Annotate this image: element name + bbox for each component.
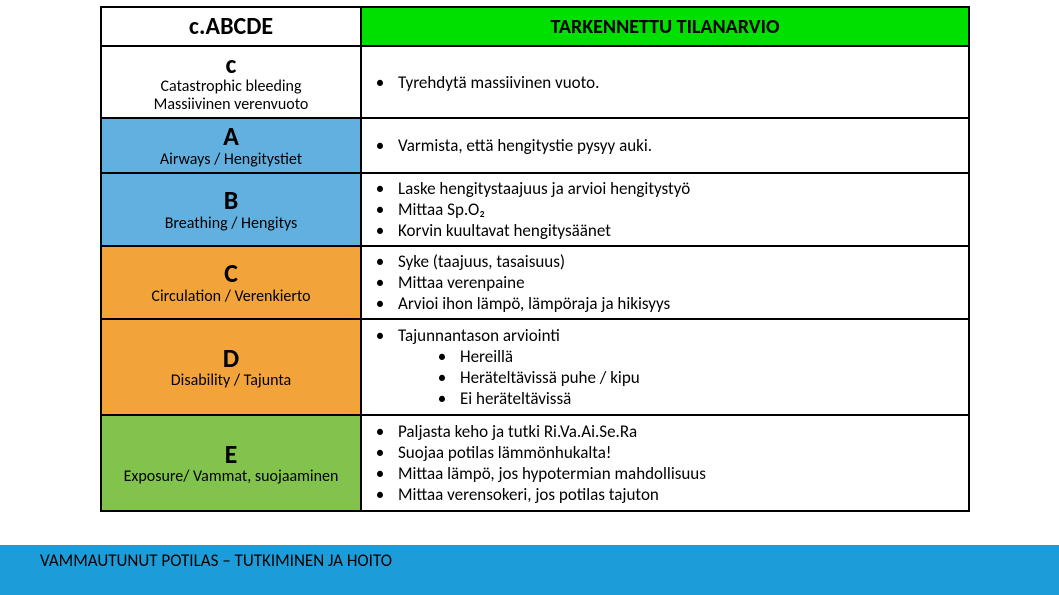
row-b: B Breathing / Hengitys •Laske hengitysta… <box>101 173 969 246</box>
detail-cc: •Syke (taajuus, tasaisuus) •Mittaa veren… <box>361 246 969 319</box>
header-right: TARKENNETTU TILANARVIO <box>361 7 969 46</box>
abcde-table: c.ABCDE TARKENNETTU TILANARVIO c Catastr… <box>100 6 970 512</box>
category-cc: C Circulation / Verenkierto <box>101 246 361 319</box>
bullet-text: Varmista, että hengitystie pysyy auki. <box>398 135 652 156</box>
sub-bullet: Ei heräteltävissä <box>460 388 571 409</box>
sub-b-1: Breathing / Hengitys <box>108 215 354 233</box>
letter-c: c <box>108 51 354 78</box>
bullet-text: Mittaa lämpö, jos hypotermian mahdollisu… <box>398 463 706 484</box>
bullet-text: Mittaa verenpaine <box>398 272 525 293</box>
bullet-text: Mittaa Sp.O₂ <box>398 199 485 220</box>
letter-b: B <box>108 187 354 214</box>
sub-d-1: Disability / Tajunta <box>108 372 354 390</box>
row-c: c Catastrophic bleeding Massiivinen vere… <box>101 46 969 118</box>
category-e: E Exposure/ Vammat, suojaaminen <box>101 415 361 511</box>
sub-bullet: Heräteltävissä puhe / kipu <box>460 367 640 388</box>
letter-cc: C <box>108 260 354 287</box>
detail-d: • Tajunnantason arviointi •Hereillä •Her… <box>361 319 969 415</box>
row-a: A Airways / Hengitystiet •Varmista, että… <box>101 118 969 173</box>
detail-c: •Tyrehdytä massiivinen vuoto. <box>361 46 969 118</box>
header-left: c.ABCDE <box>101 7 361 46</box>
detail-e: •Paljasta keho ja tutki Ri.Va.Ai.Se.Ra •… <box>361 415 969 511</box>
detail-b: •Laske hengitystaajuus ja arvioi hengity… <box>361 173 969 246</box>
detail-a: •Varmista, että hengitystie pysyy auki. <box>361 118 969 173</box>
bullet-text: Tyrehdytä massiivinen vuoto. <box>398 72 599 93</box>
header-row: c.ABCDE TARKENNETTU TILANARVIO <box>101 7 969 46</box>
row-e: E Exposure/ Vammat, suojaaminen •Paljast… <box>101 415 969 511</box>
category-d: D Disability / Tajunta <box>101 319 361 415</box>
bullet-text: Korvin kuultavat hengitysäänet <box>398 220 611 241</box>
sub-bullet: Hereillä <box>460 346 513 367</box>
category-c: c Catastrophic bleeding Massiivinen vere… <box>101 46 361 118</box>
bullet-text: Arvioi ihon lämpö, lämpöraja ja hikisyys <box>398 293 670 314</box>
sub-cc-1: Circulation / Verenkierto <box>108 288 354 306</box>
sub-c-2: Massiivinen verenvuoto <box>108 96 354 114</box>
category-a: A Airways / Hengitystiet <box>101 118 361 173</box>
bullet-text: Syke (taajuus, tasaisuus) <box>398 251 565 272</box>
sub-a-1: Airways / Hengitystiet <box>108 151 354 169</box>
bullet-text: Paljasta keho ja tutki Ri.Va.Ai.Se.Ra <box>398 421 637 442</box>
letter-e: E <box>108 441 354 468</box>
bullet-text: Suojaa potilas lämmönhukalta! <box>398 442 611 463</box>
bullet-text: Tajunnantason arviointi <box>398 325 560 346</box>
bullet-text: Laske hengitystaajuus ja arvioi hengitys… <box>398 178 690 199</box>
sub-c-1: Catastrophic bleeding <box>108 78 354 96</box>
row-d: D Disability / Tajunta • Tajunnantason a… <box>101 319 969 415</box>
footer-text: VAMMAUTUNUT POTILAS – TUTKIMINEN JA HOIT… <box>40 550 392 571</box>
sub-e-1: Exposure/ Vammat, suojaaminen <box>108 468 354 486</box>
category-b: B Breathing / Hengitys <box>101 173 361 246</box>
row-cc: C Circulation / Verenkierto •Syke (taaju… <box>101 246 969 319</box>
letter-d: D <box>108 345 354 372</box>
letter-a: A <box>108 123 354 150</box>
bullet-text: Mittaa verensokeri, jos potilas tajuton <box>398 484 659 505</box>
